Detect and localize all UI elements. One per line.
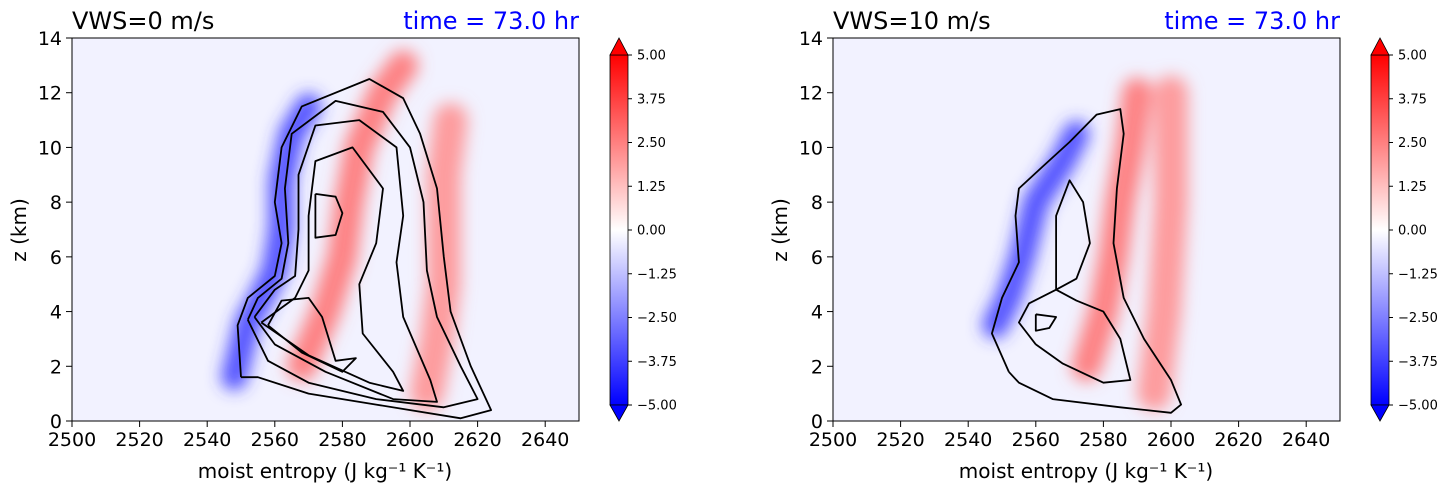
x-tick-label: 2540 xyxy=(944,429,992,451)
colorbar-tick-label: 5.00 xyxy=(1398,49,1427,64)
y-tick-label: 14 xyxy=(38,28,62,50)
y-tick-label: 14 xyxy=(799,28,823,50)
x-tick-label: 2600 xyxy=(386,429,434,451)
x-tick-label: 2620 xyxy=(453,429,501,451)
x-tick-label: 2520 xyxy=(876,429,924,451)
axes-frame-left xyxy=(71,37,580,422)
plot-area-left xyxy=(72,38,579,421)
colorbar-tick-label: −1.25 xyxy=(1398,267,1438,282)
time-label-right: time = 73.0 hr xyxy=(1164,7,1340,35)
colorbar-min-arrow-left xyxy=(609,404,629,422)
y-tick-label: 2 xyxy=(811,356,823,378)
y-ticks-right: 0 2 4 6 8 10 12 14 xyxy=(799,28,833,433)
field-layer-right xyxy=(982,75,1188,411)
x-tick-label: 2500 xyxy=(809,429,857,451)
contour-layer-right xyxy=(991,108,1182,414)
contour-line xyxy=(1055,179,1091,291)
axes-frame-right xyxy=(832,37,1341,422)
contour-line xyxy=(1034,313,1057,332)
colorbar-body-right xyxy=(1370,54,1390,406)
x-ticks-left: 2500 2520 2540 2560 2580 2600 2620 2640 xyxy=(48,421,569,451)
positive-band-2-band xyxy=(1137,75,1188,411)
colorbar-tick-label: −1.25 xyxy=(637,267,677,282)
contour-line xyxy=(267,297,357,373)
contour-line xyxy=(253,119,438,403)
positive-band-2-band xyxy=(409,103,468,411)
colorbar-tick-label: 1.25 xyxy=(637,180,666,195)
y-tick-label: 8 xyxy=(811,192,823,214)
x-tick-label: 2500 xyxy=(48,429,96,451)
colorbar-tick-label: −5.00 xyxy=(1398,399,1438,414)
y-tick-label: 8 xyxy=(50,192,62,214)
x-tick-label: 2600 xyxy=(1147,429,1195,451)
chart-title-right: VWS=10 m/s xyxy=(833,7,991,35)
colorbar-max-arrow-left xyxy=(609,37,629,56)
y-ticks-left: 0 2 4 6 8 10 12 14 xyxy=(38,28,72,433)
colorbar-tick-label: −2.50 xyxy=(637,311,677,326)
colorbar-tick-label: 5.00 xyxy=(637,49,666,64)
y-axis-label-right: z (km) xyxy=(768,198,792,262)
colorbar-right: 5.00 3.75 2.50 1.25 0.00 −1.25 −2.50 −3.75 −5.00 xyxy=(1370,37,1438,422)
panel-left: 2500 2520 2540 2560 2580 2600 2620 2640 0 2 4 6 8 10… xyxy=(7,7,677,483)
x-tick-label: 2580 xyxy=(1079,429,1127,451)
x-axis-label-left: moist entropy (J kg⁻¹ K⁻¹) xyxy=(198,459,452,483)
colorbar-tick-label: 0.00 xyxy=(1398,224,1427,239)
panel-right: 2500 2520 2540 2560 2580 2600 2620 2640 0 2 4 6 8 10… xyxy=(768,7,1438,483)
colorbar-ticks-right: 5.00 3.75 2.50 1.25 0.00 −1.25 −2.50 −3.75 −5.00 xyxy=(1389,49,1438,414)
y-tick-label: 6 xyxy=(50,247,62,269)
colorbar-tick-label: 3.75 xyxy=(1398,92,1427,107)
positive-band-1-band xyxy=(1071,77,1153,382)
contour-line xyxy=(236,78,492,420)
contour-line xyxy=(991,108,1182,414)
field-shading xyxy=(982,75,1188,411)
y-tick-label: 10 xyxy=(38,137,62,159)
colorbar-left: 5.00 3.75 2.50 1.25 0.00 −1.25 −2.50 −3.75 −5.00 xyxy=(609,37,677,422)
colorbar-tick-label: −5.00 xyxy=(637,399,677,414)
x-tick-label: 2640 xyxy=(521,429,569,451)
y-tick-label: 12 xyxy=(38,83,62,105)
y-tick-label: 0 xyxy=(811,411,823,433)
chart-title-left: VWS=0 m/s xyxy=(72,7,214,35)
y-tick-label: 2 xyxy=(50,356,62,378)
colorbar-tick-label: 2.50 xyxy=(637,136,666,151)
colorbar-body-left xyxy=(609,54,629,406)
y-tick-label: 6 xyxy=(811,247,823,269)
time-label-left: time = 73.0 hr xyxy=(403,7,579,35)
contour-line xyxy=(260,146,405,392)
contour-line xyxy=(1018,288,1132,384)
y-tick-label: 12 xyxy=(799,83,823,105)
positive-band-1-band xyxy=(286,50,419,382)
x-tick-label: 2620 xyxy=(1214,429,1262,451)
contour-layer-left xyxy=(236,78,492,420)
colorbar-tick-label: −3.75 xyxy=(1398,355,1438,370)
y-tick-label: 4 xyxy=(50,302,62,324)
x-tick-label: 2580 xyxy=(318,429,366,451)
negative-core-band xyxy=(982,120,1090,339)
x-ticks-right: 2500 2520 2540 2560 2580 2600 2620 2640 xyxy=(809,421,1330,451)
colorbar-tick-label: 1.25 xyxy=(1398,180,1427,195)
x-tick-label: 2560 xyxy=(251,429,299,451)
colorbar-min-arrow-right xyxy=(1370,404,1390,422)
x-axis-label-right: moist entropy (J kg⁻¹ K⁻¹) xyxy=(959,459,1213,483)
x-tick-label: 2560 xyxy=(1012,429,1060,451)
y-tick-label: 4 xyxy=(811,302,823,324)
colorbar-tick-label: −2.50 xyxy=(1398,311,1438,326)
y-tick-label: 10 xyxy=(799,137,823,159)
colorbar-tick-label: 0.00 xyxy=(637,224,666,239)
contour-line xyxy=(314,193,344,239)
x-tick-label: 2540 xyxy=(183,429,231,451)
colorbar-tick-label: 3.75 xyxy=(637,92,666,107)
colorbar-ticks-left: 5.00 3.75 2.50 1.25 0.00 −1.25 −2.50 −3.75 −5.00 xyxy=(628,49,677,414)
y-axis-label-left: z (km) xyxy=(7,198,31,262)
colorbar-max-arrow-right xyxy=(1370,37,1390,56)
x-tick-label: 2640 xyxy=(1282,429,1330,451)
colorbar-tick-label: 2.50 xyxy=(1398,136,1427,151)
y-tick-label: 0 xyxy=(50,411,62,433)
x-tick-label: 2520 xyxy=(115,429,163,451)
contour-line xyxy=(246,100,479,409)
colorbar-tick-label: −3.75 xyxy=(637,355,677,370)
